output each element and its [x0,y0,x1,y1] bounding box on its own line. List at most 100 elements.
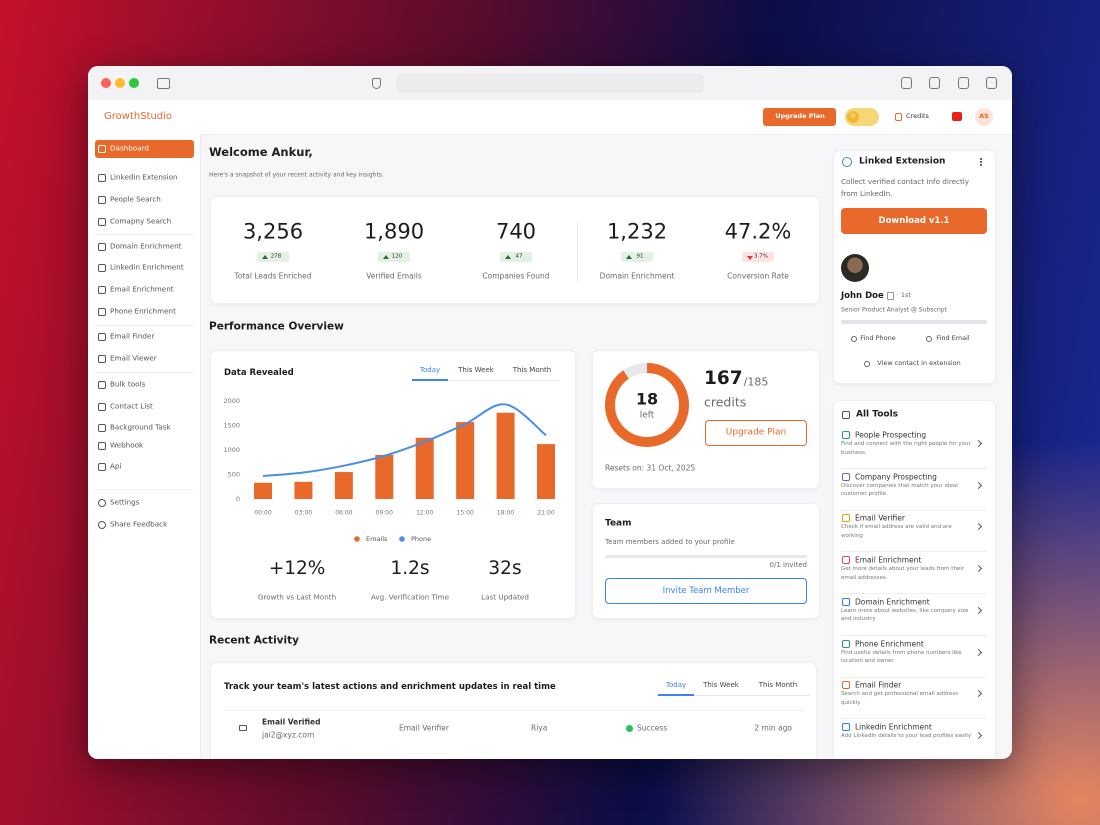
nav-item[interactable]: Background Task [110,422,171,432]
stat-change: 120 [391,253,403,260]
status-dot [626,724,633,732]
tool-name[interactable]: Company Prospecting [855,472,937,482]
nav-item[interactable]: Comapny Search [110,216,172,226]
nav-item[interactable]: Api [110,461,122,471]
nav-item[interactable]: Share Feedback [110,519,168,529]
tab-indicator [658,694,694,696]
tab[interactable]: This Week [458,365,494,374]
metric-value: 32s [488,557,522,579]
upgrade-plan-button[interactable] [705,420,807,446]
tool-separator [841,468,987,469]
stat-change: 47 [515,253,523,260]
tool-separator [841,551,987,553]
nav-icon [98,308,106,316]
more-menu[interactable] [980,158,984,166]
download-button[interactable] [841,208,987,234]
invite-button[interactable] [605,578,807,604]
tab[interactable]: This Month [512,365,552,374]
card-title: Data Revealed [224,367,294,378]
nav-item[interactable]: Phone Enrichment [110,306,176,316]
tab[interactable]: Today [419,365,441,374]
credits-reset: Resets on: 31 Oct, 2025 [605,463,696,473]
nav-item[interactable]: Email Viewer [110,353,157,363]
credits-left-label: left [639,410,655,421]
welcome-subtitle: Here's a snapshot of your recent activit… [209,171,384,179]
nav-item[interactable]: Email Enrichment [110,284,174,294]
extension-link[interactable]: View contact in extension [877,359,961,368]
tool-name[interactable]: Email Finder [855,680,902,690]
window-control[interactable] [129,78,139,88]
stat-change: 3.7% [754,253,768,260]
tool-name[interactable]: Email Verifier [855,513,905,523]
download-label[interactable]: Download v1.1 [878,215,950,226]
info-icon [864,361,870,367]
nav-item[interactable]: Contact List [110,401,153,411]
trend-arrow [383,255,389,259]
credits-unit: credits [704,394,747,410]
nav-icon [98,463,106,471]
nav-separator [95,325,194,326]
toolbar-button[interactable] [929,77,940,89]
trend-arrow [626,255,632,259]
nav-item[interactable]: Linkedin Enrichment [110,262,184,272]
tool-name[interactable]: Linkedin Enrichment [855,722,932,732]
tool-description: Find useful details from phone numbers l… [841,649,962,665]
tool-description: Search and get professional email addres… [841,691,959,706]
nav-icon [98,286,106,294]
card-title: All Tools [856,409,899,420]
toolbar-button[interactable] [986,77,997,89]
tool-description: Add LinkedIn details to your lead profil… [841,732,972,739]
tab[interactable]: Today [665,680,687,689]
stat-change: 91 [636,253,644,260]
avatar-initials: AS [979,112,989,121]
sidebar-toggle[interactable] [157,78,170,89]
address-bar[interactable] [396,74,704,93]
profile-headline: Senior Product Analyst @ Subscript [841,306,947,314]
stat-badge [621,252,653,262]
team-subtitle: Team members added to your profile [605,537,735,546]
nav-icon [98,243,106,251]
tab[interactable]: This Week [703,680,739,689]
nav-item[interactable]: Bulk tools [110,379,146,389]
upgrade-plan-label[interactable]: Upgrade Plan [725,427,787,438]
nav-item[interactable]: People Search [110,194,161,204]
stat-badge [378,252,410,262]
nav-item[interactable]: Webhook [110,440,144,450]
toolbar-button[interactable] [901,77,912,89]
profile-action[interactable]: Find Email [936,334,970,343]
nav-item[interactable]: Email Finder [110,331,155,341]
tab[interactable]: This Month [758,680,798,689]
tool-name[interactable]: Email Enrichment [855,555,922,565]
credits-link[interactable]: Credits [906,112,929,121]
youtube-icon[interactable] [952,112,962,121]
tool-name[interactable]: Domain Enrichment [855,597,930,607]
stat-label: Domain Enrichment [599,271,675,281]
sidebar [88,134,201,759]
tool-icon [842,681,850,690]
metric-label: Avg. Verification Time [370,592,450,602]
action-icon [851,336,857,342]
stat-value: 1,890 [363,219,425,244]
stat-value: 47.2% [724,219,792,244]
window-control[interactable] [101,78,111,88]
shield-icon [372,78,381,89]
nav-item[interactable]: Settings [110,497,140,507]
upgrade-label[interactable]: Upgrade Plan [775,112,825,121]
tool-separator [841,718,987,720]
invite-label[interactable]: Invite Team Member [662,585,750,596]
nav-item[interactable]: Domain Enrichment [110,241,182,251]
nav-icon [98,403,106,411]
profile-action[interactable]: Find Phone [860,334,896,343]
welcome-title: Welcome Ankur, [209,145,313,160]
tool-name[interactable]: People Prospecting [855,430,927,440]
section-title: Recent Activity [209,634,299,647]
nav-item[interactable]: Linkedin Extension [110,172,178,182]
window-control[interactable] [115,78,125,88]
tool-name[interactable]: Phone Enrichment [855,639,924,648]
nav-icon [98,424,106,432]
nav-icon [98,333,106,341]
upgrade-button[interactable] [763,108,836,126]
nav-item[interactable]: Dashboard [110,143,149,153]
avatar[interactable] [975,108,993,126]
toolbar-button[interactable] [958,77,969,89]
